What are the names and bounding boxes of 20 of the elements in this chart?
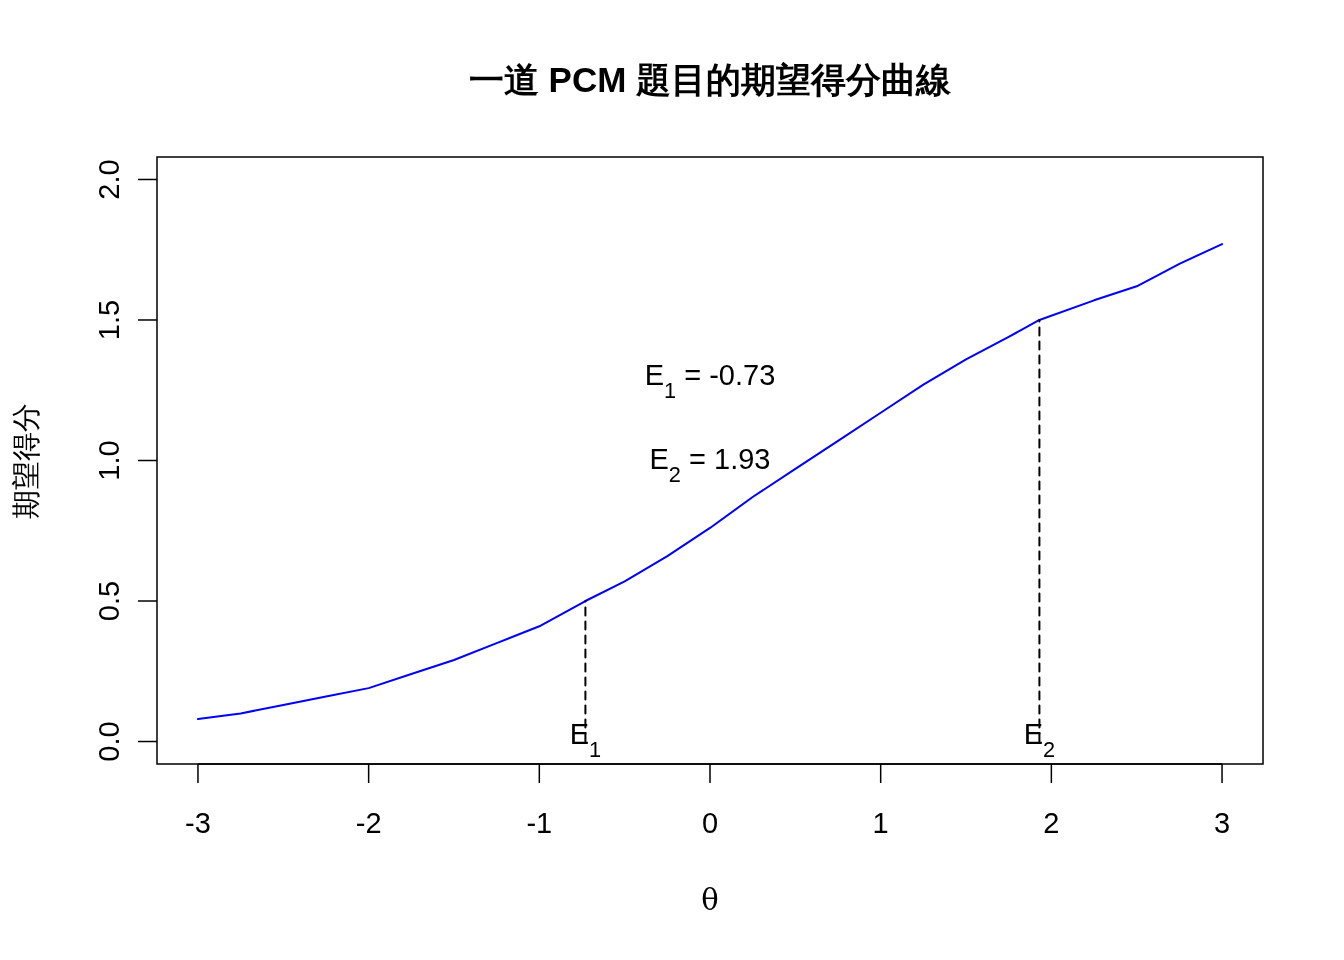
annotation: E$_{2}$ = 1.93 [649,443,771,487]
x-tick-label: 3 [1213,807,1231,839]
annotation: E$_{1}$ = -0.73 [644,359,776,403]
y-tick-label: 0.5 [93,580,125,622]
line-series [196,243,1224,721]
chart-title: 一道 PCM 題目的期望得分曲線 [468,60,953,99]
x-tick-label: 0 [701,807,719,839]
y-tick-label: 0.0 [93,721,125,762]
x-tick-label: 1 [872,807,889,839]
y-tick-label: 1.5 [93,299,125,341]
y-tick-label: 1.0 [93,440,125,481]
x-tick-label: 2 [1043,807,1060,839]
x-tick-label: -3 [185,807,211,839]
annotation: E$_{1}$ [569,717,602,762]
y-axis-title: 期望得分 [10,402,42,519]
x-tick-label: -2 [355,807,382,839]
y-tick-label: 2.0 [93,159,125,200]
x-tick-label: -1 [526,807,553,839]
annotation: E$_{2}$ [1023,717,1056,762]
x-axis-title: θ [701,883,719,917]
